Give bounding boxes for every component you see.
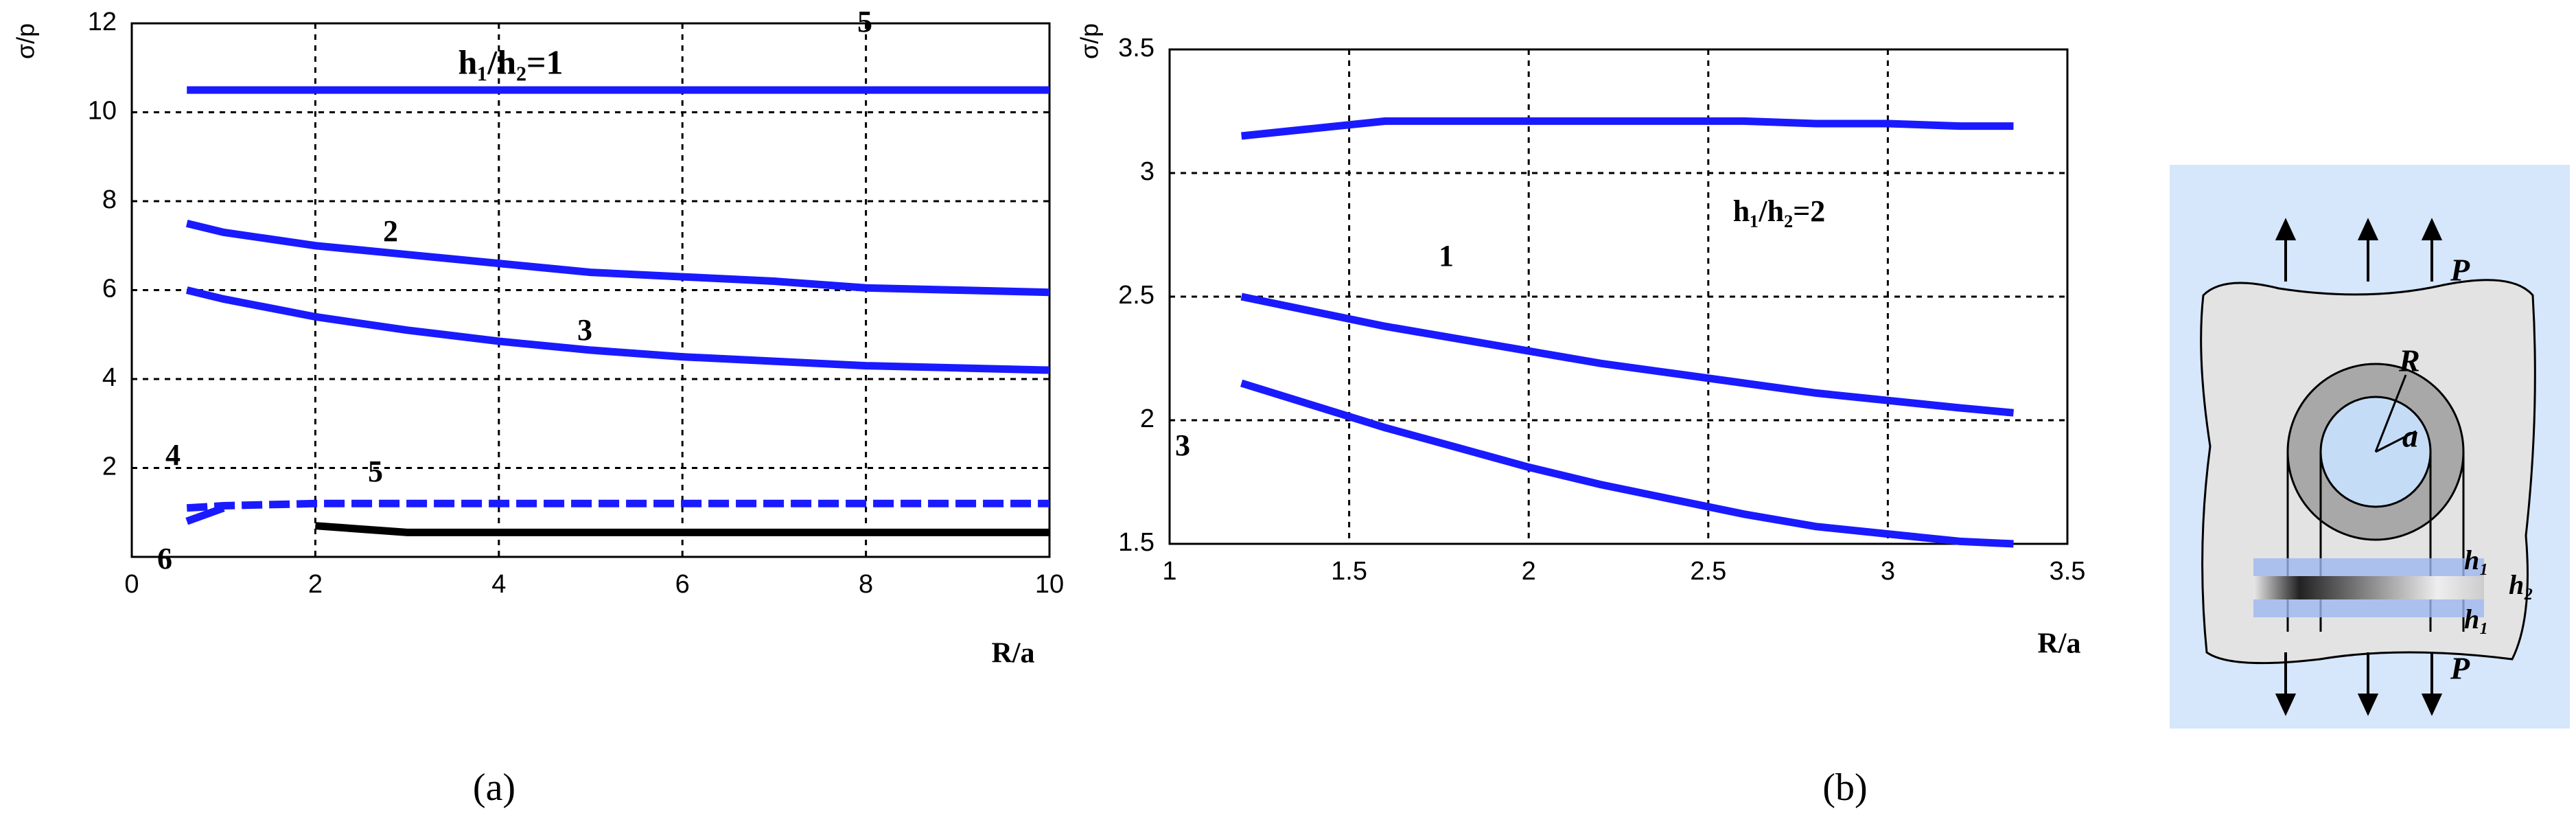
diagram-label: P [2450,651,2470,686]
layer [2253,599,2484,617]
series-line [1241,117,2014,140]
plot-frame [1168,48,2069,545]
x-tick-label: 2.5 [1690,557,1726,586]
x-tick-label: 1 [1162,557,1176,586]
layer [2253,558,2484,576]
diagram-label: a [2402,419,2418,454]
x-tick-label: 0 [124,570,139,599]
diagram-label: h₁ [2464,545,2489,575]
series-line [315,522,1049,536]
caption: (b) [1822,766,1867,809]
y-tick-label: 2 [102,453,117,481]
y-tick-label: 3 [1140,157,1154,186]
x-tick-label: 4 [491,570,506,599]
arrow-head [2357,694,2379,716]
radius-line [2375,430,2417,453]
x-tick-label: 3 [1881,557,1895,586]
arrow-head [2421,694,2443,716]
series-line [185,286,1050,374]
series-label: 4 [165,438,181,472]
x-tick-label: 2 [308,570,323,599]
arrow-head [2357,218,2379,240]
series-line [186,499,1049,512]
x-tick-label: 6 [675,570,690,599]
y-tick-label: 2.5 [1118,281,1154,310]
diagram-label: h₁ [2464,604,2489,634]
y-tick-label: 3.5 [1118,34,1154,62]
series-line [1240,293,2015,417]
x-tick-label: 1.5 [1331,557,1367,586]
caption: (a) [473,766,515,809]
series-label: 5 [368,455,383,488]
arrow-head [2275,694,2297,716]
y-axis-label: σ/p [12,23,40,59]
series-label: 3 [577,313,592,347]
y-tick-label: 8 [102,185,117,214]
series-line [1240,379,2014,548]
diagram-label: P [2450,253,2470,288]
y-axis-label: σ/p [1076,23,1104,59]
diagram-label: R [2398,343,2420,378]
series-line [185,220,1050,297]
series-label: 6 [157,542,172,575]
x-tick-label: 8 [859,570,873,599]
series-label: 2 [383,214,398,248]
arrow-head [2275,218,2297,240]
series-label: h₁/h₂=2 [1733,194,1826,228]
x-axis-label: R/a [2038,628,2081,660]
layer [2253,576,2484,599]
series-label: 5 [857,5,872,38]
x-tick-label: 2 [1522,557,1536,586]
y-tick-label: 6 [102,275,117,304]
x-axis-label: R/a [992,638,1035,670]
x-tick-label: 3.5 [2050,557,2086,586]
diagram: P P R a h₁ h₂ h₁ [2170,165,2570,729]
x-tick-label: 10 [1035,570,1064,599]
radius-line [2374,374,2407,453]
series-line [185,504,225,525]
y-tick-label: 4 [102,363,117,392]
series-label: 1 [1439,239,1454,273]
series-label: 3 [1175,428,1190,462]
arrow-head [2421,218,2443,240]
y-tick-label: 2 [1140,404,1154,433]
annotation: h₁/h₂=1 [459,43,564,81]
y-tick-label: 10 [88,97,117,126]
y-tick-label: 1.5 [1118,528,1154,557]
diagram-label: h₂ [2509,569,2533,600]
y-tick-label: 12 [88,8,117,36]
